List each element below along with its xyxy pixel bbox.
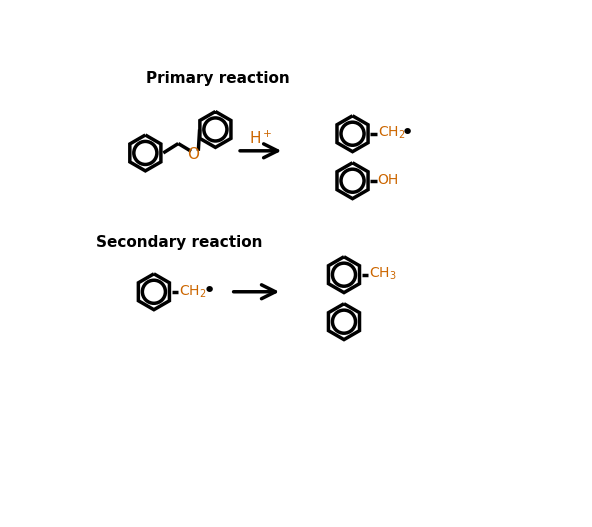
Text: O: O xyxy=(188,147,200,162)
Text: H$^+$: H$^+$ xyxy=(249,130,272,148)
Text: •: • xyxy=(202,281,215,301)
Text: OH: OH xyxy=(378,173,399,187)
Text: Primary reaction: Primary reaction xyxy=(146,71,290,86)
Text: CH$_2$: CH$_2$ xyxy=(179,283,207,299)
Text: Secondary reaction: Secondary reaction xyxy=(96,235,263,250)
Text: •: • xyxy=(400,123,413,143)
Text: CH$_2$: CH$_2$ xyxy=(378,125,405,141)
Text: CH$_3$: CH$_3$ xyxy=(369,266,397,282)
